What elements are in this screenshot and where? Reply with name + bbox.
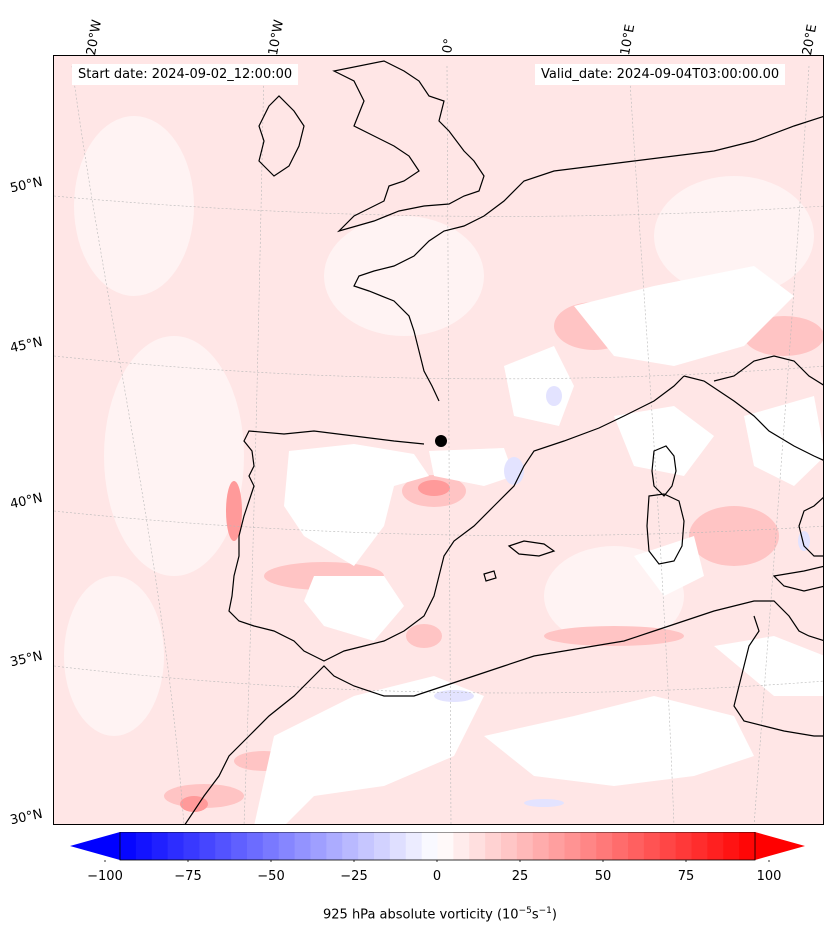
colorbar-cell xyxy=(405,832,423,860)
colorbar-cell xyxy=(659,832,677,860)
colorbar-label-text: 925 hPa absolute vorticity (10 xyxy=(323,907,519,923)
longitude-label-20e: 20°E xyxy=(800,23,821,57)
colorbar-cell xyxy=(421,832,439,860)
colorbar-cell xyxy=(532,832,550,860)
colorbar-cell xyxy=(485,832,502,860)
colorbar-label-close: ) xyxy=(551,907,557,923)
colorbar-cell xyxy=(374,832,391,860)
colorbar-label-unit: s xyxy=(531,907,539,923)
colorbar-tick-label: −75 xyxy=(174,869,202,884)
colorbar-cell xyxy=(723,832,740,860)
colorbar-cell xyxy=(580,832,597,860)
colorbar-cell xyxy=(262,832,280,860)
colorbar-cell xyxy=(628,832,645,860)
colorbar-cell xyxy=(437,832,454,860)
latitude-label-30n: 30°N xyxy=(8,806,44,829)
colorbar-cell xyxy=(596,832,613,860)
colorbar-outline xyxy=(119,832,756,861)
colorbar-max-extend-arrow xyxy=(755,832,805,860)
colorbar-cell xyxy=(135,832,153,860)
colorbar-cell xyxy=(564,832,581,860)
colorbar-cell xyxy=(167,832,185,860)
colorbar-tick-marks xyxy=(104,860,770,862)
colorbar-cell xyxy=(342,832,359,860)
colorbar-cell xyxy=(326,832,343,860)
colorbar-tick-label: 0 xyxy=(432,869,442,884)
location-marker xyxy=(435,435,447,447)
colorbar-cell xyxy=(739,832,756,860)
colorbar-cell xyxy=(389,832,407,860)
colorbar-cell xyxy=(215,832,232,860)
colorbar-cell xyxy=(516,832,534,860)
colorbar-cell xyxy=(501,832,518,860)
colorbar-tick-label: 100 xyxy=(756,869,782,884)
colorbar-label-exponent-1: −5 xyxy=(518,906,532,916)
colorbar-cell xyxy=(469,832,486,860)
map-panel xyxy=(53,55,824,825)
coastlines xyxy=(184,60,823,824)
colorbar-cell xyxy=(199,832,216,860)
graticule xyxy=(54,65,823,824)
colorbar-cell xyxy=(358,832,375,860)
colorbar-tick-label: −25 xyxy=(340,869,368,884)
colorbar-cell xyxy=(612,832,629,860)
colorbar-cell xyxy=(310,832,327,860)
colorbar-tick-label: −50 xyxy=(257,869,285,884)
longitude-label-10w: 10°W xyxy=(266,18,288,57)
valid-date-label: Valid_date: 2024-09-04T03:00:00.00 xyxy=(535,64,786,85)
colorbar-cell xyxy=(453,832,470,860)
vorticity-near-zero-areas xyxy=(254,266,823,824)
colorbar-cell xyxy=(231,832,248,860)
latitude-label-45n: 45°N xyxy=(8,334,44,357)
colorbar-cell xyxy=(675,832,693,860)
longitude-label-10e: 10°E xyxy=(618,23,639,57)
colorbar-cell xyxy=(247,832,264,860)
latitude-label-40n: 40°N xyxy=(8,490,44,513)
colorbar-cell xyxy=(183,832,200,860)
colorbar-cell xyxy=(691,832,708,860)
vorticity-map xyxy=(54,56,823,824)
colorbar-tick-label: −100 xyxy=(87,869,123,884)
colorbar-label: 925 hPa absolute vorticity (10−5s−1) xyxy=(0,906,832,922)
colorbar-cell xyxy=(294,832,312,860)
colorbar-tick-label: 75 xyxy=(677,869,695,884)
colorbar-cell xyxy=(707,832,724,860)
vorticity-negative-patches xyxy=(434,386,810,807)
colorbar-cells xyxy=(120,832,756,860)
colorbar-cell xyxy=(151,832,169,860)
vorticity-light-patches xyxy=(64,116,814,736)
colorbar-tick-label: 25 xyxy=(511,869,529,884)
colorbar-cell xyxy=(548,832,566,860)
colorbar-cell xyxy=(120,832,137,860)
colorbar-tick-label: 50 xyxy=(594,869,612,884)
longitude-label-20w: 20°W xyxy=(84,18,106,57)
colorbar-cell xyxy=(643,832,661,860)
start-date-label: Start date: 2024-09-02_12:00:00 xyxy=(72,64,299,85)
colorbar-cell xyxy=(278,832,296,860)
latitude-label-35n: 35°N xyxy=(8,648,44,671)
colorbar xyxy=(70,832,805,862)
latitude-label-50n: 50°N xyxy=(8,174,44,197)
colorbar-label-exponent-2: −1 xyxy=(538,906,552,916)
longitude-label-0: 0° xyxy=(440,37,458,55)
colorbar-min-extend-arrow xyxy=(70,832,120,860)
